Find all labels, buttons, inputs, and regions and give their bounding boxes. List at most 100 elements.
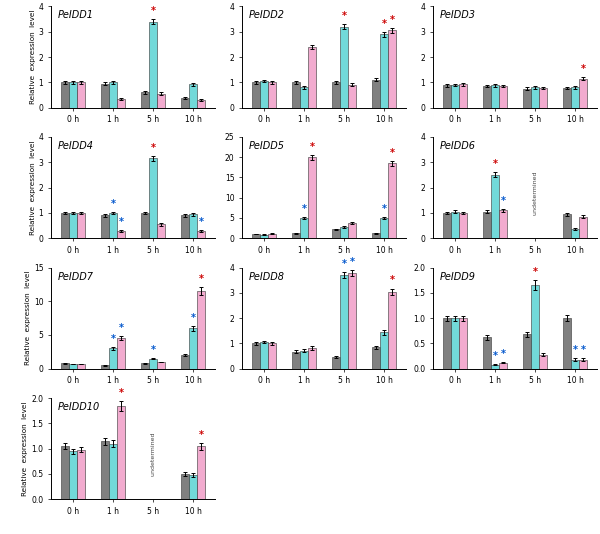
Bar — [118, 99, 125, 108]
Bar — [181, 355, 188, 368]
Text: *: * — [382, 203, 386, 214]
Bar — [380, 332, 388, 368]
Bar — [292, 233, 299, 238]
Bar — [349, 223, 356, 238]
Bar — [260, 342, 268, 368]
Bar — [499, 86, 506, 108]
Bar — [451, 318, 458, 368]
Bar — [70, 82, 77, 108]
Bar — [190, 84, 197, 108]
Text: *: * — [572, 345, 578, 355]
Bar — [268, 343, 275, 368]
Bar — [332, 357, 340, 368]
Bar — [77, 450, 85, 499]
Text: *: * — [382, 19, 386, 29]
Bar — [571, 88, 578, 108]
Text: *: * — [199, 274, 203, 284]
Bar — [292, 82, 299, 108]
Bar — [190, 214, 197, 238]
Bar — [491, 175, 499, 238]
Bar — [268, 234, 275, 238]
Bar — [61, 213, 68, 238]
Text: *: * — [389, 148, 395, 158]
Bar — [340, 27, 347, 108]
Text: PeIDD7: PeIDD7 — [58, 272, 94, 281]
Text: *: * — [500, 196, 506, 206]
Text: *: * — [310, 142, 314, 152]
Bar — [563, 88, 571, 108]
Text: PeIDD3: PeIDD3 — [440, 11, 476, 20]
Text: *: * — [119, 323, 124, 333]
Bar — [61, 446, 68, 499]
Bar — [70, 213, 77, 238]
Bar — [181, 474, 188, 499]
Bar — [484, 211, 491, 238]
Bar — [388, 30, 395, 108]
Bar — [118, 231, 125, 238]
Bar — [380, 218, 388, 238]
Bar — [451, 85, 458, 108]
Bar — [101, 215, 109, 238]
Bar — [443, 213, 451, 238]
Text: PeIDD9: PeIDD9 — [440, 272, 476, 281]
Bar — [109, 213, 116, 238]
Text: *: * — [389, 15, 395, 25]
Bar — [253, 82, 260, 108]
Text: *: * — [500, 349, 506, 359]
Bar — [460, 84, 467, 108]
Bar — [332, 82, 340, 108]
Bar — [301, 350, 308, 368]
Text: *: * — [389, 276, 395, 286]
Bar — [580, 359, 587, 368]
Bar — [142, 363, 149, 368]
Bar — [101, 441, 109, 499]
Bar — [332, 229, 340, 238]
Bar — [101, 365, 109, 368]
Bar — [380, 34, 388, 108]
Bar — [340, 227, 347, 238]
Bar — [499, 210, 506, 238]
Bar — [571, 229, 578, 238]
Bar — [70, 364, 77, 368]
Bar — [149, 359, 157, 368]
Bar — [563, 214, 571, 238]
Bar — [190, 475, 197, 499]
Bar — [499, 363, 506, 368]
Bar — [349, 85, 356, 108]
Bar — [484, 337, 491, 368]
Text: *: * — [151, 345, 155, 355]
Y-axis label: Relative  expression  level: Relative expression level — [25, 271, 31, 365]
Text: *: * — [493, 159, 497, 169]
Bar — [523, 89, 530, 108]
Text: PeIDD2: PeIDD2 — [248, 11, 284, 20]
Bar — [118, 339, 125, 368]
Bar — [157, 362, 164, 368]
Y-axis label: Relative  expression  level: Relative expression level — [30, 10, 36, 104]
Bar — [451, 211, 458, 238]
Bar — [190, 328, 197, 368]
Bar — [157, 93, 164, 108]
Bar — [523, 334, 530, 368]
Bar — [118, 406, 125, 499]
Text: undetermined: undetermined — [533, 170, 538, 215]
Bar — [373, 80, 380, 108]
Bar — [580, 217, 587, 238]
Bar — [460, 318, 467, 368]
Bar — [443, 318, 451, 368]
Bar — [197, 231, 205, 238]
Bar — [388, 292, 395, 368]
Bar — [532, 285, 539, 368]
Bar — [142, 92, 149, 108]
Bar — [77, 213, 85, 238]
Bar — [109, 349, 116, 368]
Bar — [308, 348, 316, 368]
Bar — [580, 78, 587, 108]
Bar — [301, 218, 308, 238]
Text: PeIDD10: PeIDD10 — [58, 402, 100, 412]
Text: *: * — [151, 6, 155, 16]
Text: undetermined: undetermined — [151, 431, 155, 476]
Text: *: * — [581, 64, 586, 74]
Text: *: * — [199, 429, 203, 439]
Bar — [101, 83, 109, 108]
Bar — [61, 363, 68, 368]
